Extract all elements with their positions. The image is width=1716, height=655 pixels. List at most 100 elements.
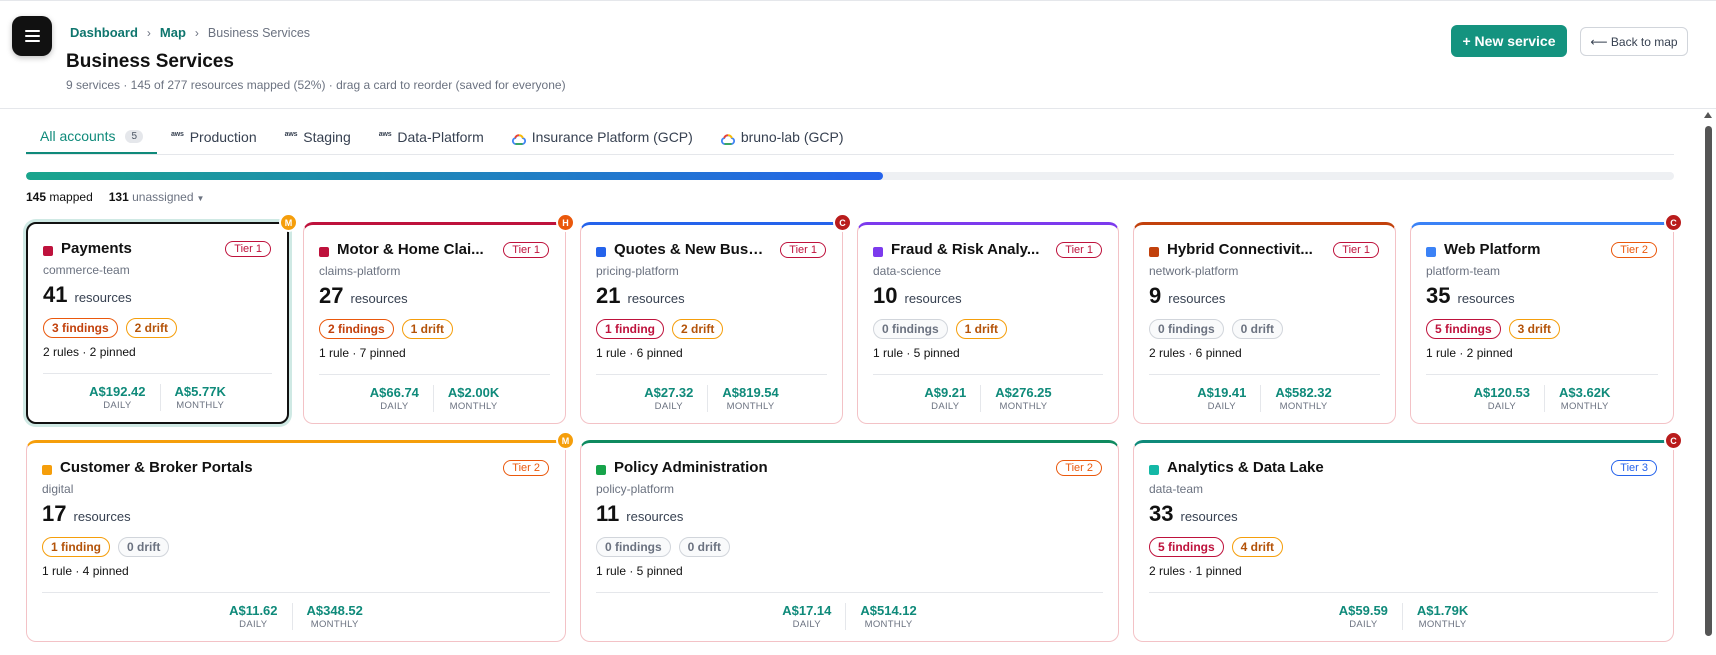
tier-badge: Tier 1 [1333, 242, 1379, 258]
rules-summary: 2 rules · 6 pinned [1149, 346, 1242, 360]
mapped-progress-fill [26, 172, 883, 180]
cost-summary: A$59.59 DAILY A$1.79K MONTHLY [1134, 603, 1673, 630]
daily-cost: A$59.59 DAILY [1338, 603, 1388, 630]
findings-badge[interactable]: 2 findings [319, 319, 394, 339]
service-color-dot [596, 465, 606, 475]
service-team: network-platform [1149, 264, 1239, 278]
tab-production[interactable]: aws Production [157, 120, 271, 154]
scroll-up-icon[interactable] [1704, 112, 1712, 118]
cost-summary: A$17.14 DAILY A$514.12 MONTHLY [581, 603, 1118, 630]
rules-summary: 1 rule · 4 pinned [42, 564, 129, 578]
monthly-cost: A$819.54 MONTHLY [707, 385, 792, 412]
service-card[interactable]: Analytics & Data Lake Tier 3 data-team 33 re… [1133, 440, 1674, 642]
drift-badge[interactable]: 0 drift [678, 537, 731, 557]
unassigned-filter[interactable]: 131 unassigned ▼ [108, 190, 205, 204]
drift-badge[interactable]: 2 drift [672, 319, 724, 339]
rules-summary: 1 rule · 2 pinned [1426, 346, 1513, 360]
service-team: data-team [1149, 482, 1204, 496]
findings-badge[interactable]: 3 findings [43, 318, 118, 338]
cost-summary: A$120.53 DAILY A$3.62K MONTHLY [1411, 385, 1673, 412]
severity-marker-icon: C [1666, 215, 1681, 230]
service-card[interactable]: Hybrid Connectivit... Tier 1 network-platf… [1133, 222, 1396, 424]
monthly-cost: A$5.77K MONTHLY [159, 384, 240, 411]
findings-badge[interactable]: 1 finding [596, 319, 664, 339]
cost-summary: A$66.74 DAILY A$2.00K MONTHLY [304, 385, 565, 412]
service-card[interactable]: Customer & Broker Portals Tier 2 digital 17… [26, 440, 566, 642]
breadcrumb-dashboard[interactable]: Dashboard [70, 25, 138, 40]
tab-staging[interactable]: aws Staging [271, 120, 365, 154]
vertical-scrollbar[interactable] [1703, 112, 1713, 642]
resource-count: 41 resources [43, 282, 132, 307]
service-color-dot [319, 247, 329, 257]
status-badges: 0 findings 0 drift [1149, 319, 1284, 339]
status-badges: 5 findings 4 drift [1149, 537, 1284, 557]
rules-summary: 1 rule · 7 pinned [319, 346, 406, 360]
new-service-button[interactable]: + New service [1451, 25, 1567, 57]
service-card[interactable]: Payments Tier 1 commerce-team 41 resources 3 … [26, 222, 289, 424]
status-badges: 0 findings 1 drift [873, 319, 1008, 339]
resource-count: 9 resources [1149, 283, 1226, 308]
cost-summary: A$192.42 DAILY A$5.77K MONTHLY [28, 384, 287, 411]
cost-summary: A$19.41 DAILY A$582.32 MONTHLY [1134, 385, 1395, 412]
service-card[interactable]: Policy Administration Tier 2 policy-platfo… [580, 440, 1119, 642]
severity-marker-icon: C [835, 215, 850, 230]
back-to-map-button[interactable]: ⟵ Back to map [1580, 27, 1688, 56]
page-title: Business Services [66, 51, 234, 72]
drift-badge[interactable]: 2 drift [125, 318, 178, 338]
status-badges: 1 finding 2 drift [596, 319, 724, 339]
card-divider [873, 374, 1103, 375]
scrollbar-thumb[interactable] [1705, 126, 1712, 636]
service-team: pricing-platform [596, 264, 679, 278]
tab-count-badge: 5 [125, 129, 144, 143]
tab-bruno-lab-gcp[interactable]: bruno-lab (GCP) [707, 120, 858, 154]
service-team: digital [42, 482, 74, 496]
findings-badge[interactable]: 5 findings [1149, 537, 1224, 557]
breadcrumb-map[interactable]: Map [159, 25, 186, 40]
tab-label: bruno-lab (GCP) [740, 129, 844, 145]
rules-summary: 1 rule · 5 pinned [596, 564, 683, 578]
service-card[interactable]: Motor & Home Clai... Tier 1 claims-platfor… [303, 222, 566, 424]
service-color-dot [43, 246, 53, 256]
breadcrumb-separator: › [194, 25, 199, 40]
findings-badge[interactable]: 0 findings [1149, 319, 1224, 339]
rules-summary: 2 rules · 1 pinned [1149, 564, 1242, 578]
service-card[interactable]: Quotes & New Busi... Tier 1 pricing-platfo… [580, 222, 843, 424]
drift-badge[interactable]: 3 drift [1508, 319, 1561, 339]
page-subtitle: 9 services · 145 of 277 resources mapped… [66, 78, 566, 92]
drift-badge[interactable]: 1 drift [401, 319, 454, 339]
resource-count: 17 resources [42, 501, 131, 526]
monthly-cost: A$2.00K MONTHLY [432, 385, 513, 412]
tab-insurance-platform-gcp[interactable]: Insurance Platform (GCP) [498, 120, 707, 154]
findings-badge[interactable]: 5 findings [1426, 319, 1501, 339]
menu-icon[interactable] [12, 16, 52, 56]
card-divider [1149, 592, 1658, 593]
card-divider [596, 592, 1103, 593]
tab-label: Staging [303, 129, 351, 145]
tab-data-platform[interactable]: aws Data-Platform [365, 120, 498, 154]
status-badges: 2 findings 1 drift [319, 319, 454, 339]
status-badges: 5 findings 3 drift [1426, 319, 1561, 339]
findings-badge[interactable]: 0 findings [873, 319, 948, 339]
card-divider [319, 374, 550, 375]
service-card[interactable]: Fraud & Risk Analy... Tier 1 data-science 1… [857, 222, 1119, 424]
findings-badge[interactable]: 1 finding [42, 537, 110, 557]
drift-badge[interactable]: 4 drift [1231, 537, 1284, 557]
service-card[interactable]: Web Platform Tier 2 platform-team 35 resourc… [1410, 222, 1674, 424]
service-color-dot [873, 247, 883, 257]
cost-summary: A$11.62 DAILY A$348.52 MONTHLY [27, 603, 565, 630]
findings-badge[interactable]: 0 findings [596, 537, 671, 557]
service-color-dot [1426, 247, 1436, 257]
cost-summary: A$27.32 DAILY A$819.54 MONTHLY [581, 385, 842, 412]
monthly-cost: A$514.12 MONTHLY [845, 603, 930, 630]
tier-badge: Tier 1 [780, 242, 826, 258]
drift-badge[interactable]: 0 drift [1231, 319, 1284, 339]
account-tabs: All accounts 5 aws Production aws Staging aws D… [26, 120, 1674, 155]
tab-all-accounts[interactable]: All accounts 5 [26, 120, 158, 154]
drift-badge[interactable]: 0 drift [118, 537, 170, 557]
service-name: Hybrid Connectivit... [1167, 241, 1313, 258]
monthly-cost: A$348.52 MONTHLY [291, 603, 377, 630]
drift-badge[interactable]: 1 drift [955, 319, 1008, 339]
caret-down-icon: ▼ [196, 194, 205, 203]
daily-cost: A$27.32 DAILY [644, 385, 694, 412]
service-color-dot [1149, 465, 1159, 475]
